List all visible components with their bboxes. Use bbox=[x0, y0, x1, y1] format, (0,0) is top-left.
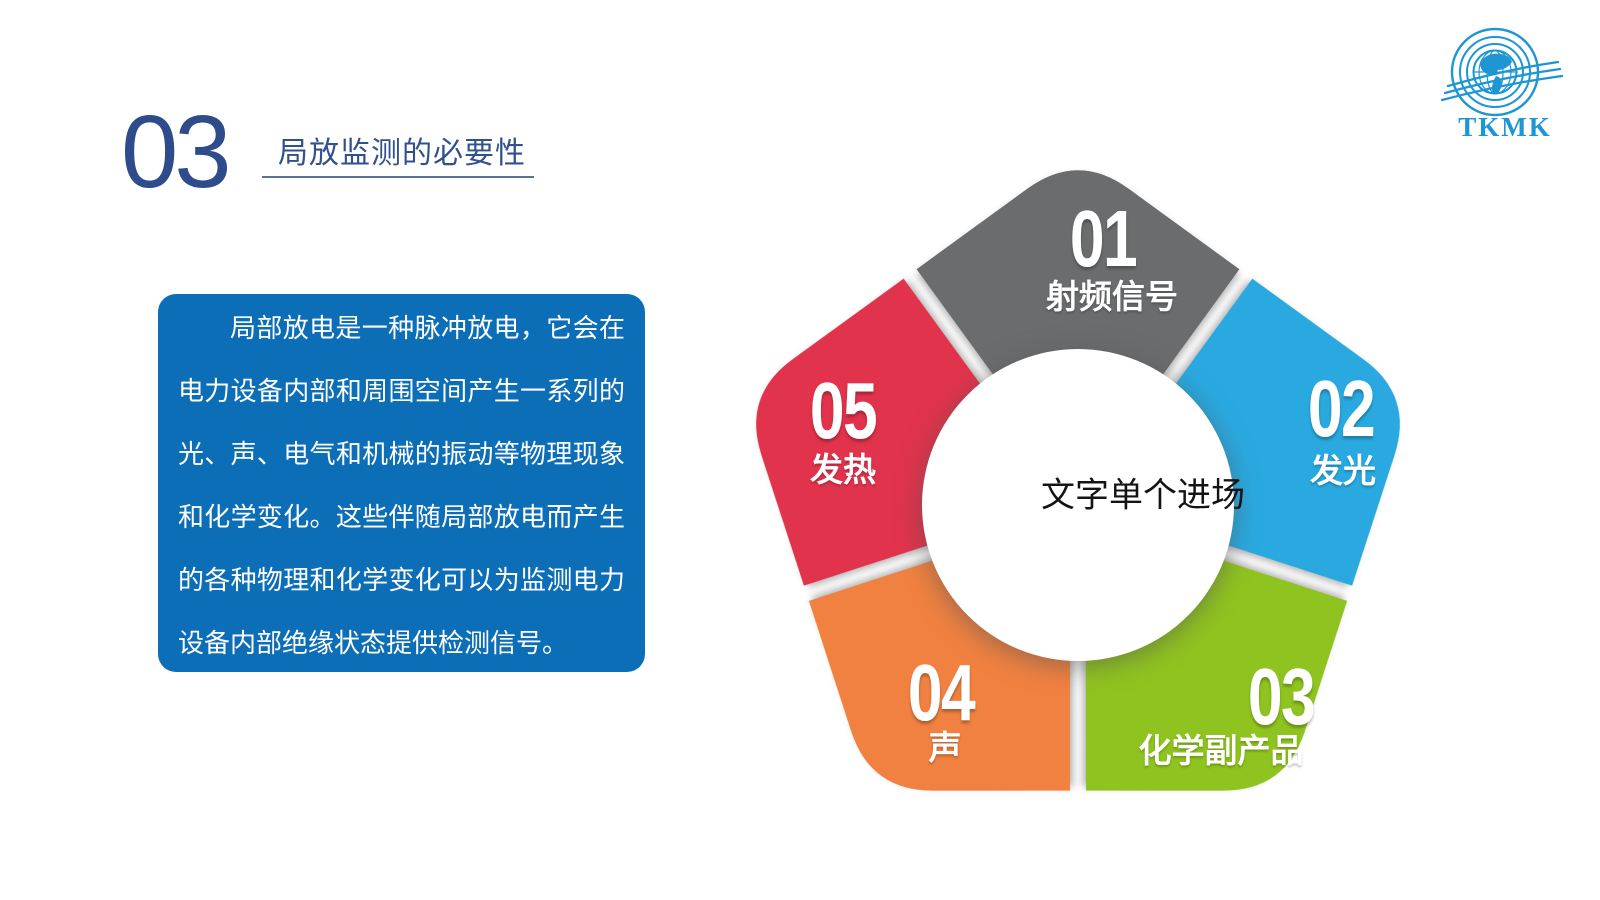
segment-04-number: 04 bbox=[907, 648, 976, 737]
page-title: 局放监测的必要性 bbox=[278, 137, 526, 170]
segment-03-shape bbox=[1085, 559, 1348, 791]
segment-05-label: 发热 bbox=[810, 451, 876, 488]
center-circle bbox=[922, 349, 1234, 661]
segment-03-number: 03 bbox=[1247, 652, 1316, 741]
globe-logo-icon bbox=[1440, 27, 1564, 117]
segment-02-number: 02 bbox=[1307, 364, 1376, 453]
segment-04-shape bbox=[808, 559, 1071, 791]
segment-02-label: 发光 bbox=[1310, 452, 1376, 489]
segment-01-number: 01 bbox=[1069, 194, 1138, 283]
title-underline bbox=[262, 176, 534, 178]
diagram-center-label: 文字单个进场 bbox=[1041, 476, 1245, 515]
segment-01-label: 射频信号 bbox=[1046, 278, 1178, 315]
pentagon-diagram: 01 射频信号 02 发光 03 化学副产品 04 声 05 发热 文字单个进场 bbox=[720, 140, 1440, 860]
segment-01-shape bbox=[916, 170, 1240, 378]
section-number: 03 bbox=[121, 94, 232, 209]
segment-03-label: 化学副产品 bbox=[1138, 732, 1304, 769]
segment-05-number: 05 bbox=[809, 366, 878, 455]
segment-04-label: 声 bbox=[928, 729, 962, 766]
info-box: 局部放电是一种脉冲放电，它会在电力设备内部和周围空间产生一系列的光、声、电气和机… bbox=[158, 294, 645, 672]
logo-text: TKMK bbox=[1458, 112, 1552, 142]
